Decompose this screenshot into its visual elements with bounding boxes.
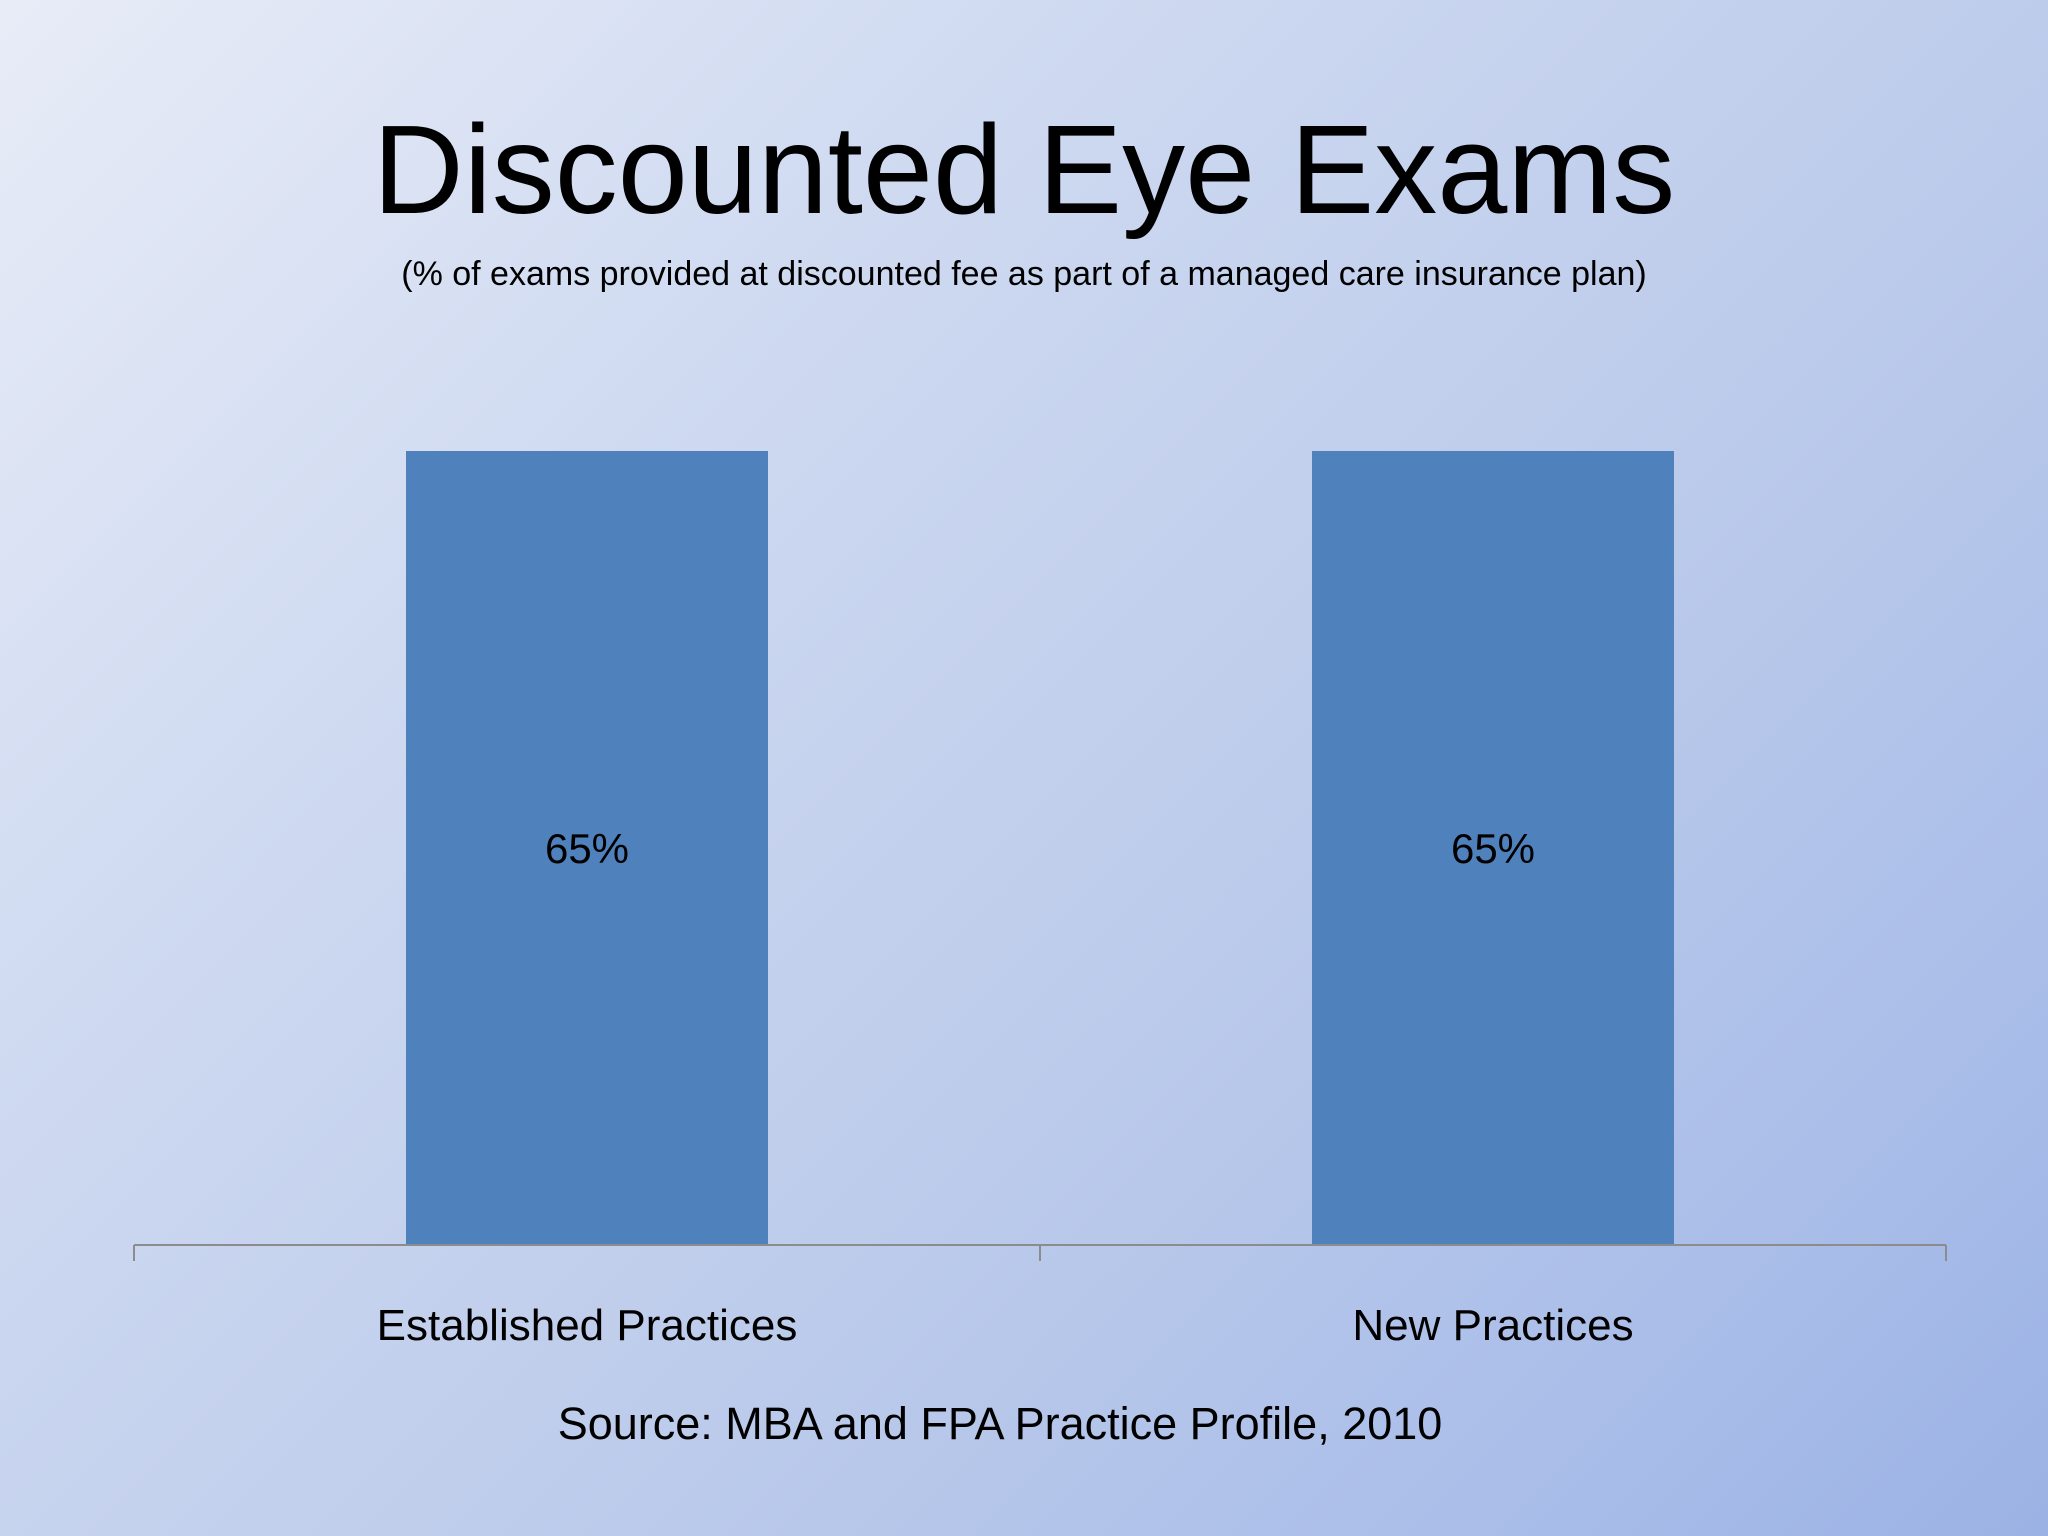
bar-2 xyxy=(1312,451,1674,1245)
x-tick-label-1: Established Practices xyxy=(377,1301,798,1350)
chart-subtitle: (% of exams provided at discounted fee a… xyxy=(401,255,1647,293)
chart-title: Discounted Eye Exams xyxy=(372,99,1676,240)
data-label-1: 65% xyxy=(545,825,629,872)
data-label-2: 65% xyxy=(1451,825,1535,872)
source-note: Source: MBA and FPA Practice Profile, 20… xyxy=(557,1398,1443,1449)
bar-1 xyxy=(406,451,768,1245)
x-tick-label-2: New Practices xyxy=(1352,1301,1633,1350)
